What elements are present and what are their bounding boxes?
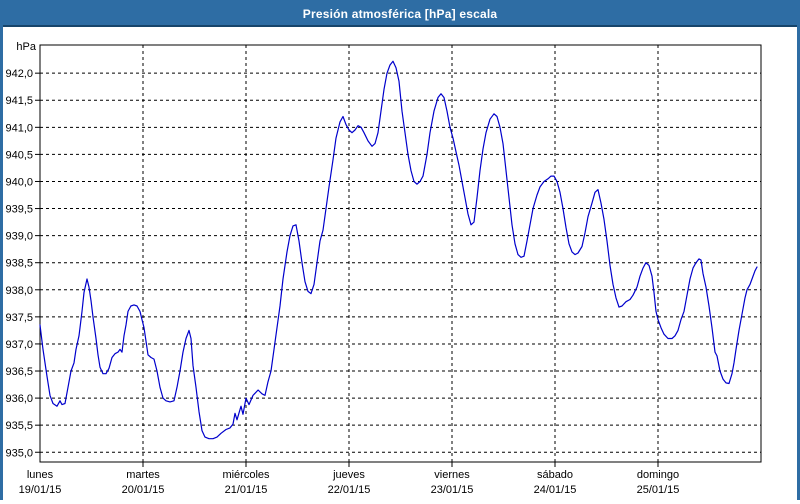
y-tick-label: 942,0	[5, 68, 33, 80]
y-tick-label: 938,0	[5, 285, 33, 297]
day-date-label: 24/01/15	[534, 484, 577, 496]
y-tick-label: 939,5	[5, 204, 33, 216]
day-name-label: sábado	[537, 469, 573, 481]
day-date-label: 21/01/15	[225, 484, 268, 496]
y-tick-label: 940,5	[5, 149, 33, 161]
day-date-label: 19/01/15	[19, 484, 62, 496]
y-tick-label: 936,0	[5, 393, 33, 405]
day-name-label: viernes	[434, 469, 470, 481]
day-name-label: jueves	[332, 469, 365, 481]
y-tick-label: 941,5	[5, 95, 33, 107]
day-date-label: 22/01/15	[328, 484, 371, 496]
plot-border	[39, 44, 762, 463]
pressure-chart: hPa 942,0 941,5 941,0 940,5 940,0 939,5 939,0 9…	[5, 41, 762, 496]
day-name-label: domingo	[637, 469, 679, 481]
day-date-label: 25/01/15	[637, 484, 680, 496]
window-title: Presión atmosférica [hPa] escala	[302, 7, 498, 21]
y-tick-label: 939,0	[5, 231, 33, 243]
y-tick-label: 935,0	[5, 447, 33, 459]
y-tick-label: 938,5	[5, 258, 33, 270]
y-tick-label: 935,5	[5, 420, 33, 432]
day-name-label: miércoles	[222, 469, 270, 481]
y-tick-label: 940,0	[5, 176, 33, 188]
y-tick-label: 937,5	[5, 312, 33, 324]
y-axis-unit-label: hPa	[16, 41, 36, 53]
day-date-label: 23/01/15	[431, 484, 474, 496]
day-name-label: lunes	[27, 469, 54, 481]
y-tick-label: 936,5	[5, 366, 33, 378]
title-bar: Presión atmosférica [hPa] escala	[3, 3, 797, 27]
day-date-label: 20/01/15	[122, 484, 165, 496]
pressure-line	[39, 60, 758, 440]
y-tick-label: 937,0	[5, 339, 33, 351]
day-name-label: martes	[126, 469, 160, 481]
y-tick-label: 941,0	[5, 122, 33, 134]
chart-area: hPa 942,0 941,5 941,0 940,5 940,0 939,5 939,0 9…	[3, 27, 797, 504]
